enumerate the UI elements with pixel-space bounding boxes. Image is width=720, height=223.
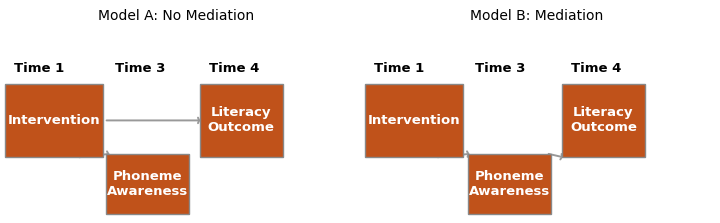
Text: Time 3: Time 3 bbox=[475, 62, 526, 75]
Text: Model B: Mediation: Model B: Mediation bbox=[469, 9, 603, 23]
FancyBboxPatch shape bbox=[5, 84, 103, 157]
FancyBboxPatch shape bbox=[200, 84, 283, 157]
Text: Literacy
Outcome: Literacy Outcome bbox=[208, 106, 274, 134]
Text: Time 1: Time 1 bbox=[14, 62, 65, 75]
Text: Intervention: Intervention bbox=[8, 114, 100, 127]
FancyBboxPatch shape bbox=[107, 154, 189, 214]
Text: Time 1: Time 1 bbox=[374, 62, 425, 75]
FancyBboxPatch shape bbox=[562, 84, 645, 157]
Text: Time 3: Time 3 bbox=[115, 62, 166, 75]
Text: Intervention: Intervention bbox=[368, 114, 460, 127]
Text: Literacy
Outcome: Literacy Outcome bbox=[570, 106, 636, 134]
FancyBboxPatch shape bbox=[468, 154, 552, 214]
Text: Phoneme
Awareness: Phoneme Awareness bbox=[107, 170, 188, 198]
Text: Time 4: Time 4 bbox=[571, 62, 621, 75]
Text: Time 4: Time 4 bbox=[209, 62, 259, 75]
Text: Model A: No Mediation: Model A: No Mediation bbox=[99, 9, 254, 23]
FancyBboxPatch shape bbox=[365, 84, 462, 157]
Text: Phoneme
Awareness: Phoneme Awareness bbox=[469, 170, 550, 198]
